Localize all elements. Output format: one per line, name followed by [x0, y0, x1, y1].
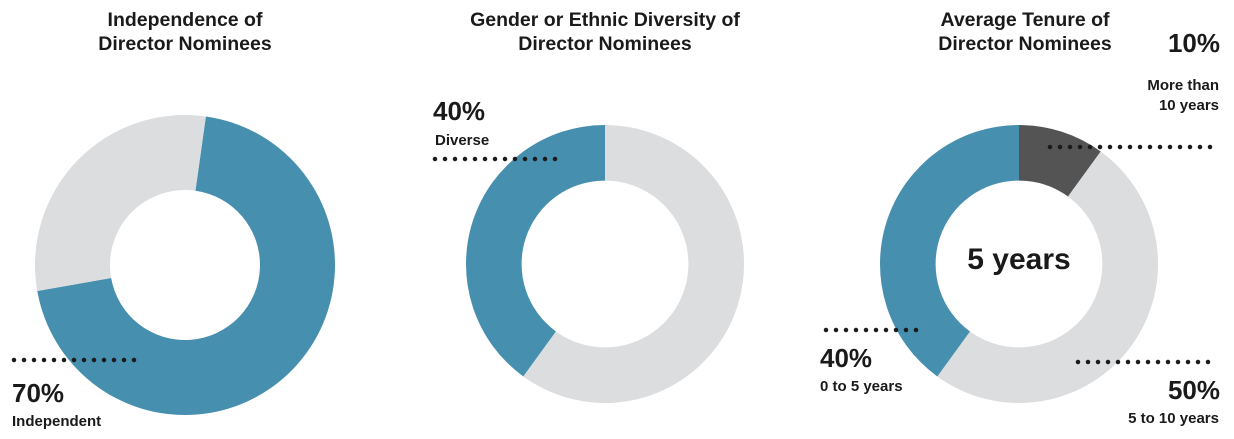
slice-category-label: More than 10 years — [1147, 76, 1219, 116]
slice-value-label: 40% — [433, 96, 486, 126]
donut-slice-60-1 — [523, 125, 744, 403]
chart-title-line-1: Average Tenure of — [940, 9, 1110, 31]
donut-chart — [34, 115, 335, 415]
donut-slice-50-1 — [937, 151, 1158, 403]
chart-independence: Independence of Director Nominees 70% In… — [0, 0, 410, 439]
slice-category-label: 5 to 10 years — [1128, 410, 1219, 427]
leader-line — [823, 327, 929, 333]
slice-value-label: 40% — [820, 343, 873, 373]
chart-title: Independence of Director Nominees — [35, 8, 335, 56]
donut-slice-40-0 — [466, 125, 605, 377]
chart-tenure: Average Tenure of Director Nominees 5 ye… — [820, 0, 1234, 439]
chart-title-line-2: Director Nominees — [98, 33, 272, 55]
donut-slice-30-1 — [34, 115, 206, 292]
leader-line — [1047, 144, 1223, 150]
donut-slice-10-0 — [1019, 125, 1101, 197]
slice-value-label: 10% — [1167, 28, 1220, 58]
chart-title-line-2: Director Nominees — [518, 33, 692, 55]
slice-category-label: Independent — [12, 413, 102, 430]
slice-category-label: 0 to 5 years — [820, 378, 903, 395]
center-label: 5 years — [967, 243, 1071, 276]
chart-title-line-1: Independence of — [107, 9, 263, 31]
slice-category-label: Diverse — [435, 132, 490, 149]
slice-category-line-1: More than — [1147, 77, 1219, 94]
donut-slice-40-2 — [880, 125, 1019, 377]
donut-chart — [466, 125, 744, 403]
slice-category-line-2: 10 years — [1158, 97, 1219, 114]
slice-value-label: 70% — [12, 378, 65, 408]
leader-line — [1075, 359, 1221, 365]
donut-slice-70-0 — [37, 116, 335, 415]
leader-line — [11, 357, 147, 363]
chart-title-line-2: Director Nominees — [938, 33, 1112, 55]
chart-title: Gender or Ethnic Diversity of Director N… — [425, 8, 785, 56]
chart-diversity: Gender or Ethnic Diversity of Director N… — [410, 0, 820, 439]
chart-title: Average Tenure of Director Nominees — [875, 8, 1175, 56]
slice-value-label: 50% — [1167, 375, 1220, 405]
leader-line — [432, 156, 568, 162]
chart-title-line-1: Gender or Ethnic Diversity of — [470, 9, 740, 31]
donut-chart — [880, 125, 1158, 403]
